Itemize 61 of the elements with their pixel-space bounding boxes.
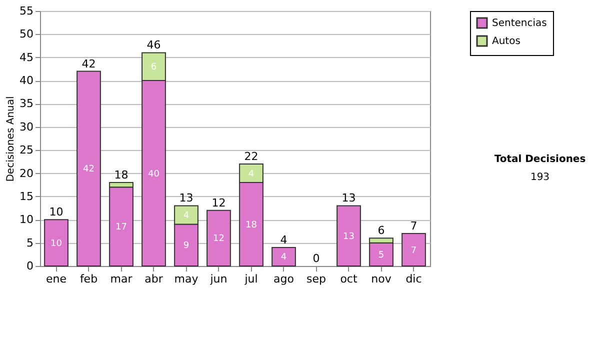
data-label: 4 bbox=[280, 252, 287, 263]
y-tick-label: 20 bbox=[20, 166, 34, 180]
y-tick-label: 5 bbox=[26, 236, 34, 250]
total-label: 13 bbox=[342, 192, 356, 205]
data-label: 17 bbox=[116, 222, 127, 233]
x-tick-label: feb bbox=[80, 272, 98, 286]
bar bbox=[76, 70, 101, 266]
data-label: 4 bbox=[248, 169, 254, 180]
x-tick-label: jun bbox=[209, 272, 228, 286]
data-label: 12 bbox=[213, 234, 224, 244]
y-tick-label: 40 bbox=[20, 74, 34, 88]
text: Total Decisiones bbox=[494, 154, 586, 165]
x-tick-label: abr bbox=[144, 272, 164, 286]
total-label: 4 bbox=[280, 233, 288, 246]
total-label: 7 bbox=[410, 220, 418, 233]
y-tick-label: 25 bbox=[20, 144, 34, 157]
y-tick-label: 50 bbox=[20, 28, 34, 41]
x-tick-label: mar bbox=[110, 272, 133, 286]
y-tick-label: 30 bbox=[20, 120, 34, 134]
total-label: 22 bbox=[244, 150, 258, 163]
total-label: 42 bbox=[82, 57, 96, 70]
data-label: 9 bbox=[183, 241, 190, 252]
x-tick-label: oct bbox=[340, 272, 358, 286]
y-tick-label: 55 bbox=[20, 4, 34, 18]
total-label: 6 bbox=[378, 224, 385, 238]
bar bbox=[336, 205, 361, 266]
x-tick-label: dic bbox=[406, 272, 422, 286]
y-tick-label: 15 bbox=[20, 190, 34, 203]
data-label: 5 bbox=[378, 250, 384, 260]
y-tick-label: 0 bbox=[26, 260, 34, 272]
x-tick-label: sep bbox=[306, 272, 326, 286]
y-axis-title: Decisiones Anual bbox=[6, 96, 17, 182]
y-tick-label: 10 bbox=[20, 213, 34, 226]
legend-label: Autos bbox=[492, 36, 520, 47]
data-label: 6 bbox=[150, 62, 157, 73]
data-label: 4 bbox=[183, 211, 190, 221]
data-label: 10 bbox=[50, 238, 62, 249]
x-tick-label: jul bbox=[244, 272, 258, 286]
total-label: 18 bbox=[114, 168, 128, 182]
total-label: 13 bbox=[179, 192, 194, 205]
total-label: 46 bbox=[146, 38, 161, 52]
x-tick-label: ene bbox=[46, 272, 67, 286]
legend-label: Sentencias bbox=[492, 18, 547, 29]
y-tick-label: 45 bbox=[20, 50, 34, 64]
bar bbox=[44, 219, 68, 266]
data-label: 18 bbox=[246, 220, 258, 230]
x-tick-label: may bbox=[174, 272, 199, 286]
bar bbox=[272, 246, 296, 266]
data-label: 13 bbox=[343, 232, 354, 242]
bar bbox=[206, 210, 231, 266]
text: 193 bbox=[530, 172, 550, 183]
x-tick-label: ago bbox=[274, 272, 294, 286]
x-tick-label: nov bbox=[371, 272, 392, 286]
y-tick-label: 35 bbox=[20, 97, 34, 110]
bar bbox=[402, 233, 426, 266]
total-label: 10 bbox=[49, 206, 64, 219]
data-label: 40 bbox=[148, 169, 160, 180]
total-label: 0 bbox=[312, 252, 320, 265]
total-label: 12 bbox=[212, 196, 226, 210]
data-label: 7 bbox=[410, 246, 417, 256]
data-label: 42 bbox=[83, 164, 94, 175]
